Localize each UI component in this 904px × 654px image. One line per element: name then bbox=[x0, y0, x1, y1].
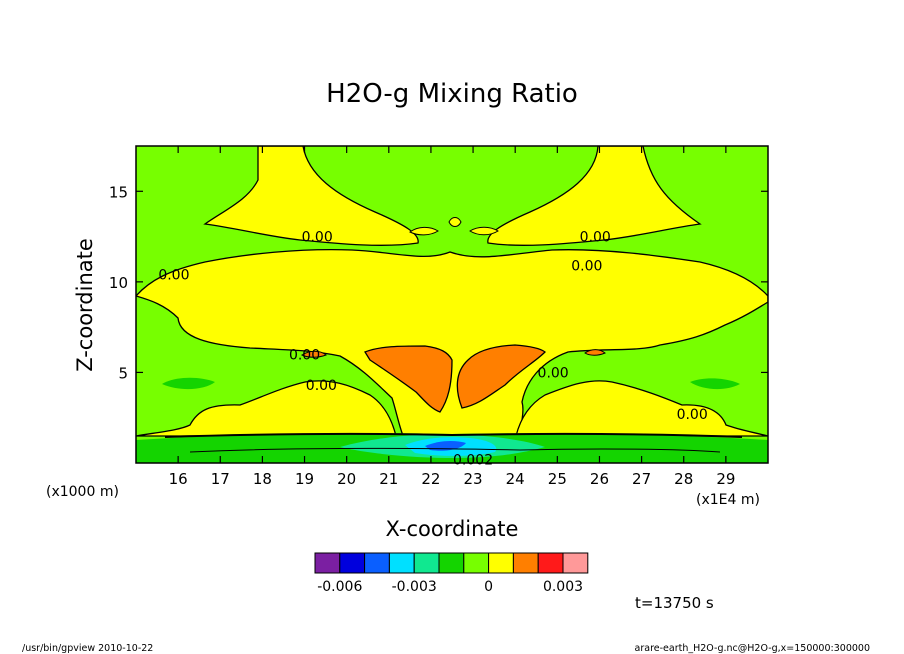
colorbar-swatch bbox=[463, 552, 490, 574]
x-tick-label: 20 bbox=[337, 470, 356, 488]
colorbar-tick-label: 0.003 bbox=[543, 579, 583, 595]
x-tick-label: 24 bbox=[506, 470, 525, 488]
x-tick-label: 16 bbox=[169, 470, 188, 488]
colorbar-swatch bbox=[488, 552, 514, 574]
contour-label: 0.00 bbox=[580, 230, 611, 246]
y-axis-label: Z-coordinate bbox=[73, 238, 97, 372]
colorbar-swatch bbox=[314, 552, 341, 574]
contour-label: 0.00 bbox=[158, 268, 189, 284]
y-tick-label: 15 bbox=[109, 183, 128, 201]
chart-title: H2O-g Mixing Ratio bbox=[326, 79, 578, 109]
y-tick-label: 10 bbox=[109, 274, 128, 292]
colorbar-tick-label: -0.006 bbox=[317, 579, 362, 595]
colorbar-swatch bbox=[562, 552, 589, 574]
y-unit-label: (x1000 m) bbox=[46, 484, 119, 500]
heatmap-field bbox=[136, 146, 768, 463]
plot-frame bbox=[135, 145, 769, 464]
x-tick-label: 18 bbox=[253, 470, 272, 488]
footer-right: arare-earth_H2O-g.nc@H2O-g,x=150000:3000… bbox=[635, 643, 870, 654]
colorbar-tick-label: 0 bbox=[484, 579, 493, 595]
colorbar-swatch bbox=[339, 552, 366, 574]
x-tick-label: 27 bbox=[632, 470, 651, 488]
x-tick-label: 22 bbox=[421, 470, 440, 488]
footer-left: /usr/bin/gpview 2010-10-22 bbox=[22, 643, 153, 654]
contour-label: 0.002 bbox=[453, 452, 493, 468]
colorbar-swatch bbox=[413, 552, 440, 574]
x-axis-ticks: 16 17 18 19 20 21 22 23 24 25 26 27 28 29 bbox=[169, 146, 735, 488]
contour-labels: 0.00 0.00 0.00 0.00 0.00 0.00 0.00 0.00 0.002 bbox=[158, 230, 707, 469]
x-tick-label: 28 bbox=[674, 470, 693, 488]
x-tick-label: 21 bbox=[379, 470, 398, 488]
colorbar-swatch bbox=[537, 552, 564, 574]
contour-label: 0.00 bbox=[306, 378, 337, 394]
x-tick-label: 23 bbox=[464, 470, 483, 488]
colorbar-tick-label: -0.003 bbox=[392, 579, 437, 595]
x-tick-label: 19 bbox=[295, 470, 314, 488]
x-tick-label: 26 bbox=[590, 470, 609, 488]
colorbar: -0.006 -0.003 0 0.003 bbox=[314, 552, 589, 595]
contour-label: 0.00 bbox=[538, 365, 569, 381]
x-tick-label: 29 bbox=[716, 470, 735, 488]
x-unit-label: (x1E4 m) bbox=[696, 492, 760, 508]
colorbar-swatch bbox=[388, 552, 415, 574]
contour-label: 0.00 bbox=[302, 230, 333, 246]
contour-label: 0.00 bbox=[571, 259, 602, 275]
colorbar-swatch bbox=[512, 552, 539, 574]
colorbar-swatch bbox=[438, 552, 465, 574]
contour-label: 0.00 bbox=[677, 407, 708, 423]
x-axis-label: X-coordinate bbox=[386, 517, 519, 541]
colorbar-swatch bbox=[364, 552, 390, 574]
y-axis-ticks: 5 10 15 bbox=[109, 183, 768, 382]
time-label: t=13750 s bbox=[635, 594, 714, 612]
x-tick-label: 17 bbox=[211, 470, 230, 488]
y-tick-label: 5 bbox=[118, 364, 128, 382]
x-tick-label: 25 bbox=[548, 470, 567, 488]
contour-label: 0.00 bbox=[289, 347, 320, 363]
